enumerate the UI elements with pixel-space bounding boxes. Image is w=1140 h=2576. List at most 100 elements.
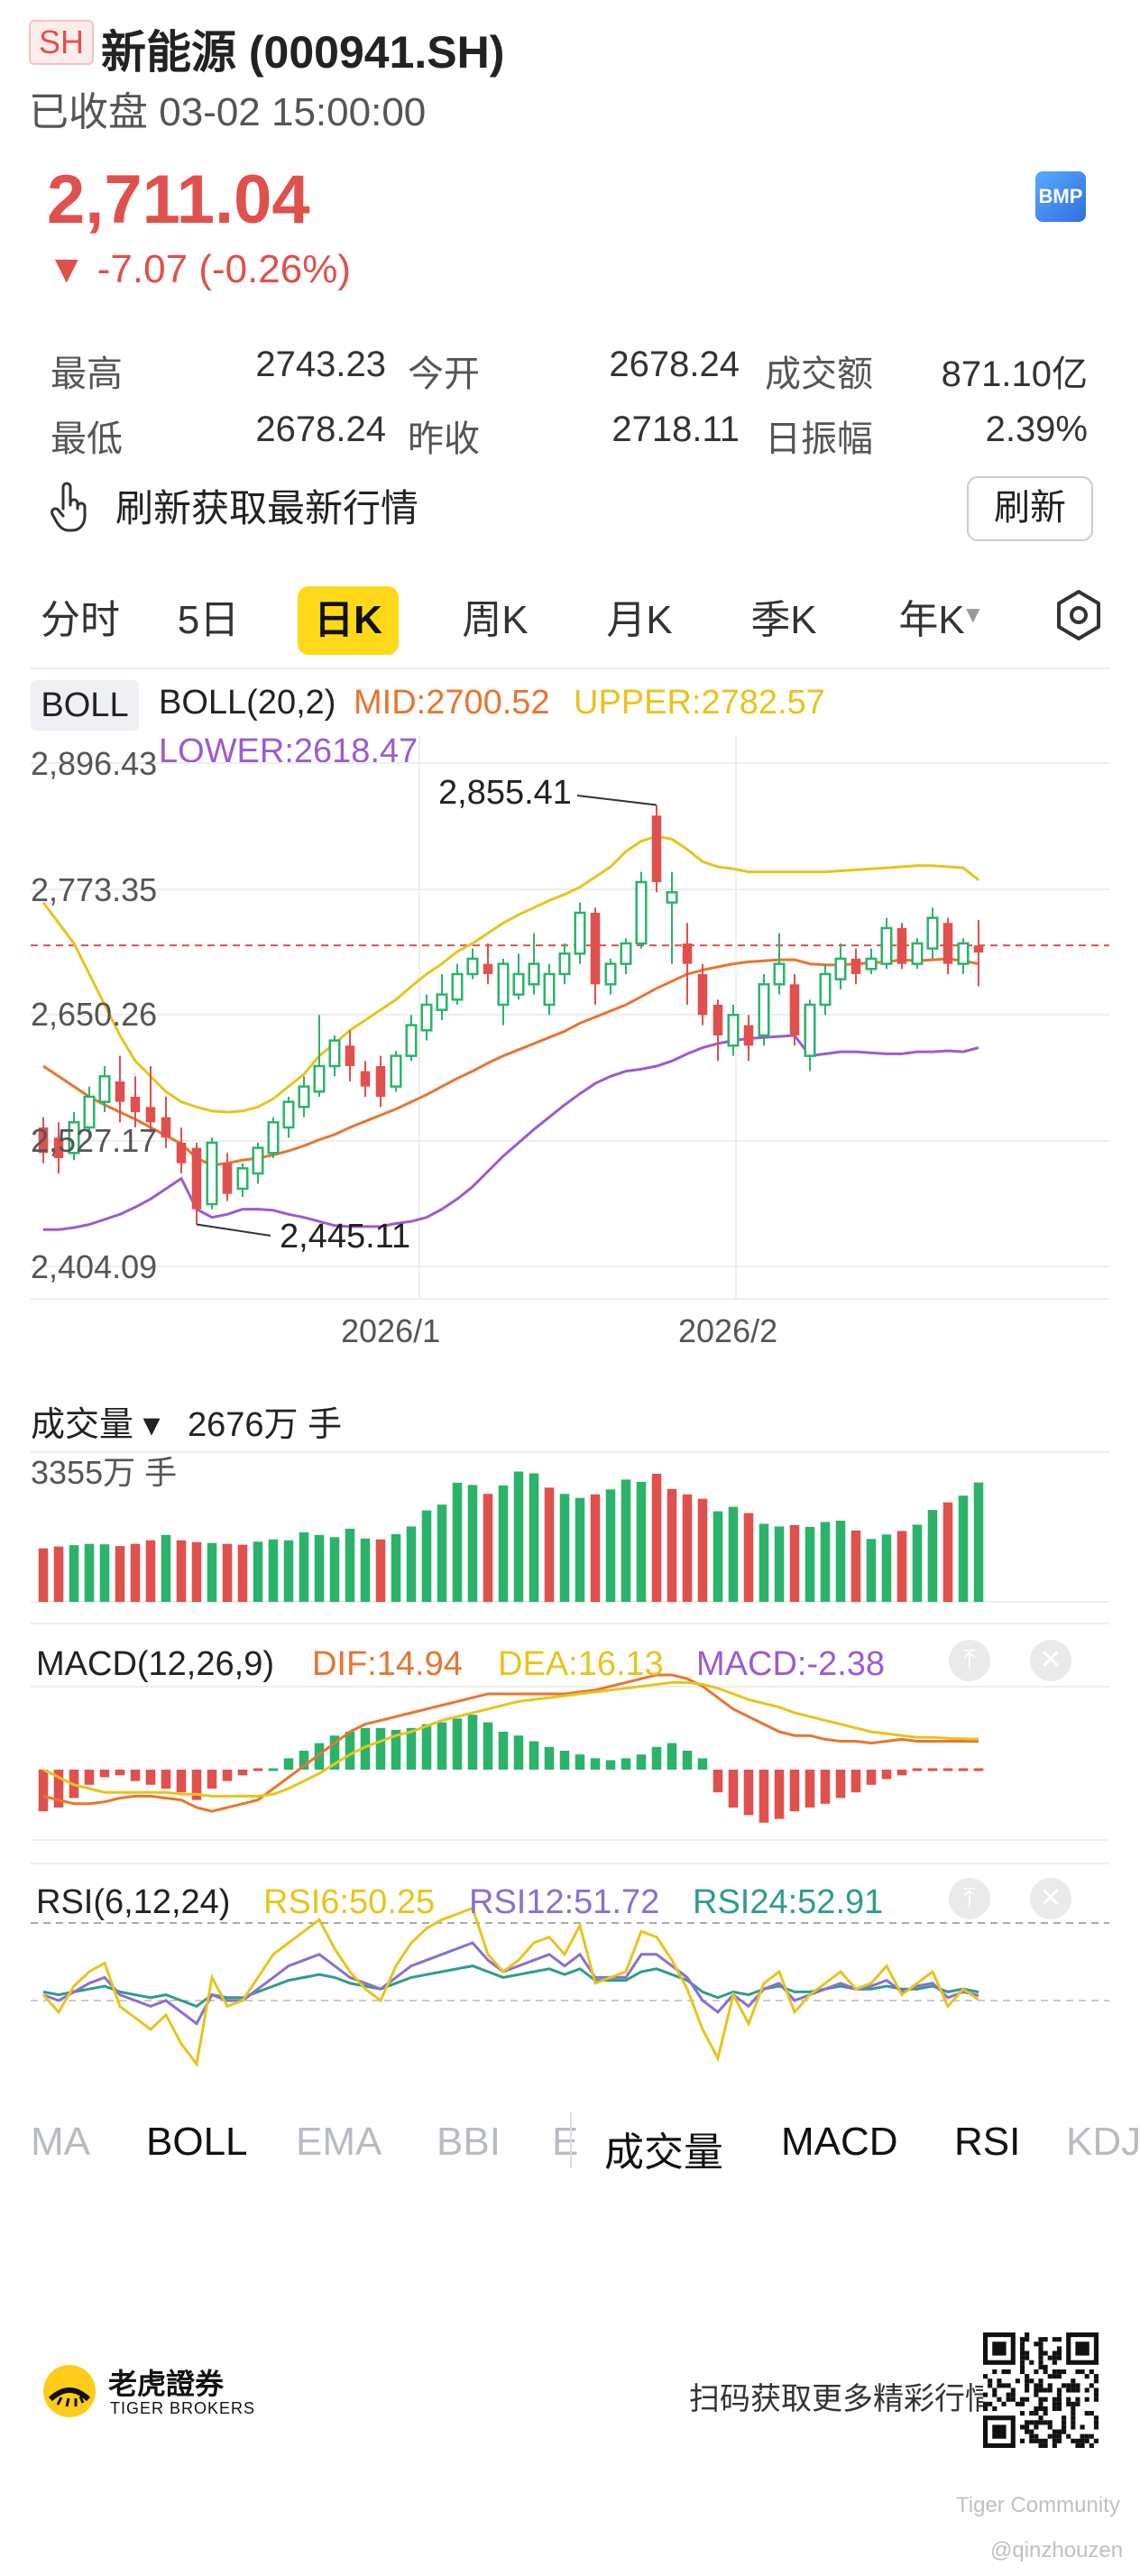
macd-bar [329, 1735, 340, 1770]
candle-body [436, 993, 448, 1011]
qr-module [1043, 2364, 1048, 2369]
qr-module [1038, 2364, 1043, 2369]
qr-module [1029, 2429, 1034, 2434]
volume-bar [636, 1481, 647, 1602]
rsi24-value: RSI24:52.91 [693, 1883, 884, 1921]
close-icon[interactable]: ✕ [1030, 1878, 1071, 1919]
qr-module [1034, 2433, 1039, 2439]
stock-title: 新能源 (000941.SH) [101, 27, 505, 78]
macd-bar [529, 1741, 539, 1770]
macd-bar [498, 1732, 509, 1770]
volume-bar [804, 1526, 815, 1602]
volume-label[interactable]: 成交量 ▾ [31, 1406, 161, 1444]
scan-hint: 扫码获取更多精彩行情 [689, 2382, 996, 2416]
tab-period[interactable]: 周K [462, 598, 529, 642]
candle-body [773, 962, 786, 986]
qr-code[interactable] [983, 2332, 1099, 2448]
candle-body [236, 1167, 249, 1191]
tab-period[interactable]: 日K [298, 586, 399, 655]
qr-module [1052, 2351, 1057, 2356]
tab-indicator-main[interactable]: MA [31, 2120, 90, 2164]
tab-period[interactable]: 年K [898, 598, 965, 642]
macd-bar [115, 1770, 125, 1776]
qr-module [1084, 2397, 1089, 2402]
qr-module [1038, 2360, 1043, 2365]
tab-separator [570, 2112, 572, 2168]
stat-value: 2.39% [985, 409, 1088, 449]
macd-bar [145, 1770, 156, 1785]
candle-body [743, 1025, 754, 1046]
volume-bar [84, 1543, 95, 1602]
macd-bar [575, 1754, 585, 1770]
boll-upper-line [41, 834, 979, 1114]
qr-module [988, 2383, 993, 2388]
qr-module [1025, 2378, 1030, 2384]
tab-period[interactable]: 5日 [177, 598, 240, 642]
tab-indicator-main[interactable]: EMA [296, 2120, 382, 2164]
tab-indicator-sub[interactable]: RSI [954, 2120, 1021, 2164]
qr-module [1025, 2383, 1030, 2388]
boll-indicator-badge[interactable]: BOLL [31, 680, 139, 731]
candle-body [865, 957, 878, 971]
tab-period[interactable]: 季K [750, 598, 817, 642]
tab-period[interactable]: 分时 [41, 598, 120, 642]
volume-bar [207, 1542, 217, 1602]
macd-bar [191, 1770, 202, 1800]
macd-bar [758, 1770, 769, 1823]
qr-module [1089, 2383, 1094, 2388]
candle-body [850, 958, 861, 974]
settings-icon[interactable] [1052, 588, 1106, 642]
qr-module [1047, 2383, 1053, 2388]
volume-bar [345, 1528, 355, 1602]
candle-body [328, 1039, 341, 1068]
qr-module [1056, 2355, 1062, 2360]
qr-module [1043, 2351, 1048, 2356]
candle-body [115, 1081, 125, 1102]
brand-name: 老虎證券 [108, 2368, 225, 2400]
qr-module [1019, 2341, 1025, 2347]
refresh-button[interactable]: 刷新 [967, 476, 1093, 541]
qr-module [1019, 2364, 1025, 2369]
volume-bar [559, 1494, 570, 1602]
boll-upper: UPPER:2782.57 [574, 684, 825, 722]
boll-lower-line [43, 1034, 979, 1231]
qr-module [1056, 2429, 1062, 2434]
pin-top-icon[interactable]: ⤒ [949, 1640, 990, 1681]
qr-module [992, 2387, 998, 2393]
qr-module [1029, 2433, 1034, 2439]
candlestick-chart[interactable] [0, 0, 1140, 2075]
qr-module [1006, 2392, 1011, 2397]
volume-bar [222, 1543, 233, 1602]
tab-indicator-sub[interactable]: KDJ [1066, 2120, 1140, 2164]
macd-dea: DEA:16.13 [498, 1645, 664, 1683]
qr-module [1056, 2392, 1062, 2397]
qr-module [1019, 2411, 1025, 2416]
volume-bar [774, 1526, 785, 1602]
candle-body [375, 1065, 386, 1097]
rsi-params: RSI(6,12,24) [36, 1883, 231, 1921]
volume-bar [253, 1541, 263, 1602]
qr-module [1010, 2397, 1016, 2402]
tab-indicator-main[interactable]: BOLL [146, 2120, 248, 2164]
qr-module [1047, 2387, 1053, 2393]
tab-indicator-main[interactable]: BBI [437, 2120, 501, 2164]
brand-name-en: TIGER BROKERS [110, 2399, 256, 2417]
rsi6-line [41, 1906, 979, 2068]
bmp-icon[interactable]: BMP [1035, 171, 1086, 222]
volume-bar [590, 1494, 601, 1602]
volume-bar [437, 1504, 447, 1602]
close-icon[interactable]: ✕ [1030, 1640, 1071, 1681]
macd-bar [667, 1743, 677, 1770]
qr-module [1019, 2369, 1025, 2375]
tab-indicator-sub[interactable]: 成交量 [604, 2130, 723, 2175]
tab-indicator-main[interactable]: E [552, 2120, 579, 2164]
tab-indicator-sub[interactable]: MACD [781, 2120, 898, 2164]
qr-module [1025, 2351, 1030, 2356]
pin-top-icon[interactable]: ⤒ [949, 1878, 990, 1919]
last-price: 2,711.04 [47, 161, 310, 238]
market-status: 已收盘 03-02 15:00:00 [29, 90, 427, 134]
tab-period[interactable]: 月K [606, 598, 673, 642]
y-tick-label: 2,527.17 [31, 1122, 158, 1159]
candle-body [574, 911, 586, 955]
macd-bar [38, 1770, 49, 1812]
